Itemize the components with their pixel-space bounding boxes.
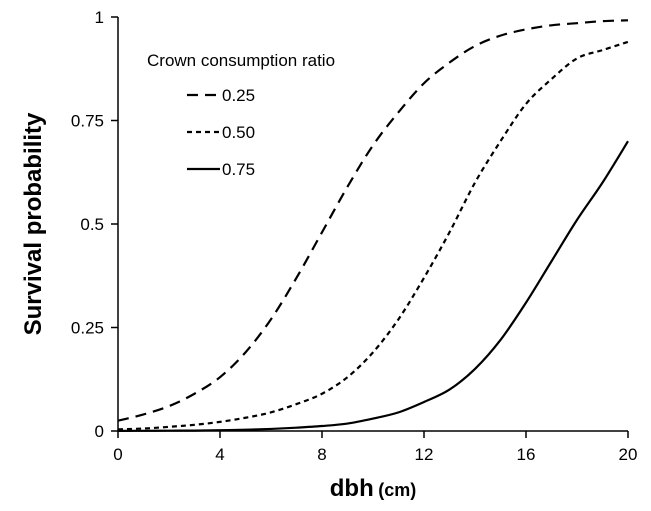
- y-axis-title: Survival probability: [20, 112, 47, 335]
- x-tick-label: 20: [619, 445, 638, 464]
- x-tick-label: 8: [317, 445, 326, 464]
- x-axis-unit: (cm): [378, 480, 416, 500]
- y-tick-label: 1: [95, 8, 104, 27]
- series-line-0-25: [117, 19, 629, 422]
- y-tick-label: 0.75: [71, 112, 104, 131]
- x-axis-ticks: 0 4 8 12 16 20: [113, 431, 637, 464]
- series-line-0-75: [117, 140, 629, 432]
- x-axis-title: dbh (cm): [330, 475, 416, 502]
- axes: [117, 17, 628, 432]
- legend-label: 0.25: [222, 86, 255, 105]
- legend-label: 0.50: [222, 123, 255, 142]
- plot-lines: [117, 19, 629, 432]
- y-tick-label: 0.25: [71, 319, 104, 338]
- y-tick-label: 0.5: [80, 215, 104, 234]
- legend: Crown consumption ratio 0.25 0.50 0.75: [147, 51, 335, 179]
- x-tick-label: 16: [517, 445, 536, 464]
- x-axis-label: dbh: [330, 475, 374, 502]
- legend-title: Crown consumption ratio: [147, 51, 335, 70]
- x-tick-label: 0: [113, 445, 122, 464]
- series-line-0-50: [117, 40, 629, 431]
- y-axis-ticks: 0 0.25 0.5 0.75 1: [71, 8, 118, 441]
- x-tick-label: 4: [215, 445, 224, 464]
- y-tick-label: 0: [95, 422, 104, 441]
- x-tick-label: 12: [415, 445, 434, 464]
- legend-label: 0.75: [222, 160, 255, 179]
